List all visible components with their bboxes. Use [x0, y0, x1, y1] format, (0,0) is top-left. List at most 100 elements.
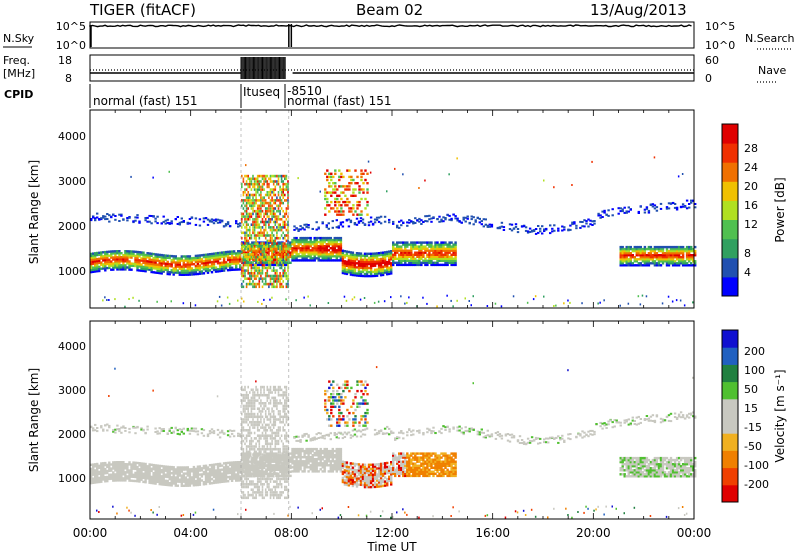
heatmap-cell: [490, 225, 494, 228]
heatmap-cell: [690, 254, 693, 257]
heatmap-cell: [690, 256, 693, 259]
heatmap-cell: [202, 217, 206, 220]
heatmap-cell: [260, 231, 262, 235]
heatmap-cell: [174, 271, 177, 274]
heatmap-cell: [402, 243, 405, 246]
heatmap-cell: [146, 477, 149, 480]
heatmap-cell: [250, 182, 253, 186]
heatmap-cell: [258, 204, 261, 208]
heatmap-cell: [390, 262, 393, 265]
heatmap-cell: [450, 253, 453, 256]
heatmap-cell: [653, 204, 657, 207]
heatmap-cell: [178, 261, 181, 264]
heatmap-cell: [266, 220, 269, 224]
heatmap-cell: [232, 477, 236, 480]
heatmap-cell: [321, 507, 323, 510]
heatmap-cell: [228, 475, 232, 479]
heatmap-cell: [261, 226, 264, 229]
heatmap-cell: [220, 480, 224, 483]
heatmap-cell: [245, 261, 248, 264]
heatmap-cell: [685, 207, 689, 210]
heatmap-cell: [258, 266, 261, 270]
heatmap-cell: [694, 206, 697, 209]
heatmap-cell: [136, 265, 139, 268]
heatmap-cell: [186, 261, 189, 264]
heatmap-cell: [150, 469, 153, 473]
heatmap-cell: [156, 269, 159, 272]
heatmap-cell: [118, 258, 121, 261]
heatmap-cell: [112, 252, 115, 255]
heatmap-cell: [279, 247, 282, 250]
heatmap-cell: [263, 261, 266, 264]
heatmap-cell: [339, 253, 343, 256]
heatmap-cell: [264, 199, 267, 202]
heatmap-cell: [364, 197, 367, 201]
heatmap-cell: [329, 470, 332, 473]
heatmap-cell: [162, 428, 165, 430]
heatmap-cell: [136, 425, 139, 428]
heatmap-cell: [635, 258, 638, 261]
heatmap-cell: [252, 228, 254, 232]
heatmap-cell: [671, 247, 675, 251]
heatmap-cell: [488, 223, 491, 226]
heatmap-cell: [268, 274, 270, 278]
heatmap-cell: [402, 253, 405, 256]
heatmap-cell: [258, 285, 261, 289]
heatmap-cell: [272, 207, 275, 210]
heatmap-cell: [192, 472, 196, 475]
heatmap-cell: [342, 191, 345, 194]
heatmap-cell: [375, 270, 379, 273]
heatmap-cell: [158, 476, 161, 480]
heatmap-cell: [206, 265, 210, 268]
heatmap-cell: [267, 257, 270, 260]
heatmap-cell: [671, 300, 674, 303]
heatmap-cell: [256, 242, 259, 245]
heatmap-cell: [192, 480, 196, 483]
heatmap-cell: [406, 253, 409, 256]
heatmap-cell: [418, 247, 421, 250]
heatmap-cell: [305, 245, 308, 248]
heatmap-cell: [110, 264, 113, 267]
heatmap-cell: [356, 204, 359, 207]
heatmap-cell: [140, 466, 143, 469]
heatmap-cell: [108, 467, 111, 470]
heatmap-cell: [275, 245, 278, 248]
heatmap-cell: [208, 430, 212, 432]
heatmap-cell: [204, 217, 208, 220]
heatmap-cell: [194, 483, 198, 487]
heatmap-cell: [287, 258, 289, 262]
heatmap-cell: [152, 389, 154, 392]
heatmap-cell: [104, 480, 107, 483]
power-ytick-4000: 4000: [58, 130, 86, 143]
heatmap-cell: [100, 478, 103, 481]
heatmap-cell: [424, 259, 427, 262]
heatmap-cell: [168, 256, 171, 260]
heatmap-cell: [462, 218, 465, 221]
heatmap-cell: [299, 440, 302, 443]
heatmap-cell: [110, 252, 113, 255]
heatmap-cell: [134, 461, 137, 464]
heatmap-cell: [291, 259, 294, 262]
heatmap-cell: [156, 513, 158, 516]
heatmap-cell: [373, 264, 377, 267]
heatmap-cell: [394, 261, 397, 264]
heatmap-cell: [212, 256, 216, 259]
heatmap-cell: [112, 461, 115, 464]
heatmap-cell: [309, 449, 312, 453]
heatmap-cell: [343, 264, 347, 267]
heatmap-cell: [321, 243, 324, 246]
heatmap-cell: [428, 214, 431, 217]
heatmap-cell: [338, 204, 341, 207]
heatmap-cell: [172, 480, 175, 483]
heatmap-cell: [369, 270, 373, 274]
heatmap-cell: [436, 218, 439, 221]
heatmap-cell: [297, 466, 300, 469]
heatmap-cell: [293, 238, 296, 242]
heatmap-cell: [190, 261, 194, 264]
heatmap-cell: [90, 266, 93, 270]
beam-label: Beam 02: [356, 1, 423, 19]
heatmap-cell: [428, 218, 431, 221]
heatmap-cell: [96, 464, 99, 468]
heatmap-cell: [176, 476, 179, 479]
heatmap-cell: [232, 465, 236, 468]
